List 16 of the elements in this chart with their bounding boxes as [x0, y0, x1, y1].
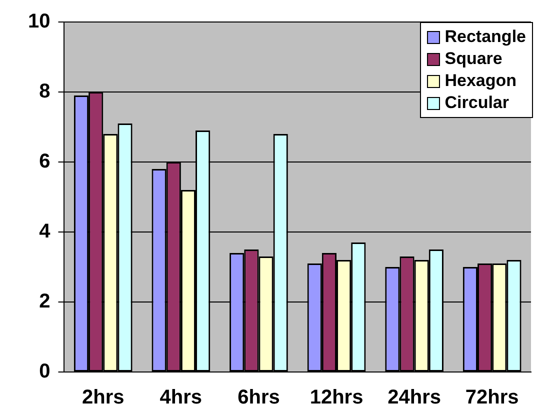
- y-tick-label: 8: [39, 80, 50, 103]
- legend-label: Rectangle: [444, 27, 526, 47]
- y-tick-label: 10: [28, 10, 50, 33]
- x-tick-label: 4hrs: [160, 386, 202, 409]
- x-tick-label: 12hrs: [310, 386, 364, 409]
- legend-label: Square: [444, 49, 502, 69]
- x-tick-label: 24hrs: [388, 386, 441, 409]
- y-tick-label: 4: [39, 220, 52, 243]
- legend-label: Circular: [444, 93, 509, 113]
- y-tick-label: 2: [39, 290, 50, 313]
- y-tick-label: 6: [39, 150, 50, 173]
- x-tick-label: 72hrs: [465, 386, 519, 409]
- y-tick-label: 0: [39, 360, 50, 383]
- x-tick-label: 6hrs: [238, 386, 280, 409]
- legend-label: Hexagon: [444, 71, 517, 91]
- x-tick-label: 2hrs: [82, 386, 124, 409]
